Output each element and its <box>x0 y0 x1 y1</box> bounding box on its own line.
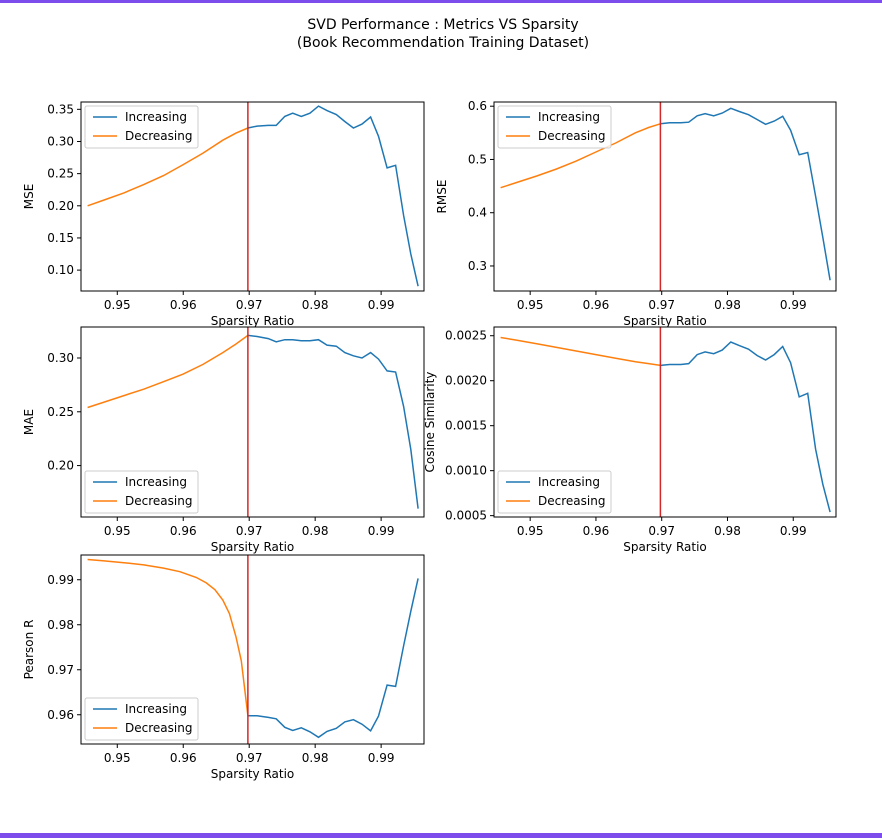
legend: Increasing Decreasing <box>84 470 199 514</box>
legend-label-decreasing: Decreasing <box>538 494 605 508</box>
legend-label-increasing: Increasing <box>125 702 187 716</box>
x-tick-label: 0.96 <box>170 524 197 538</box>
x-tick-label: 0.95 <box>517 524 544 538</box>
x-tick-label: 0.97 <box>648 524 675 538</box>
x-tick-label: 0.95 <box>517 298 544 312</box>
legend: Increasing Decreasing <box>497 105 612 149</box>
y-tick-label: 0.10 <box>47 263 74 277</box>
y-tick-label: 0.30 <box>47 351 74 365</box>
series-line-increasing <box>660 107 831 281</box>
y-tick-label: 0.0005 <box>445 509 487 523</box>
x-tick-label: 0.99 <box>368 298 395 312</box>
subplot-cosine-similarity: 0.95 0.96 0.97 0.98 0.99 0.0005 0.0010 0.0015 0.… <box>423 326 837 554</box>
legend-label-decreasing: Decreasing <box>538 129 605 143</box>
axes-frame <box>80 554 425 745</box>
x-tick-label: 0.99 <box>780 524 807 538</box>
series-line-decreasing <box>87 558 249 716</box>
y-tick-label: 0.0020 <box>445 374 487 388</box>
y-tick-label: 0.3 <box>468 259 487 273</box>
legend-label-increasing: Increasing <box>125 475 187 489</box>
y-tick-label: 0.6 <box>468 99 487 113</box>
series-line-increasing <box>660 341 831 513</box>
x-tick-label: 0.98 <box>714 298 741 312</box>
subplot-rmse: 0.95 0.96 0.97 0.98 0.99 0.3 0.4 0.5 0.6 Sparsity… <box>435 99 837 328</box>
y-axis-label: RMSE <box>435 180 449 214</box>
x-axis-label: Sparsity Ratio <box>211 314 295 328</box>
x-tick-label: 0.98 <box>302 751 329 765</box>
legend: Increasing Decreasing <box>497 470 612 514</box>
x-tick-label: 0.99 <box>368 524 395 538</box>
y-tick-label: 0.99 <box>47 573 74 587</box>
legend: Increasing Decreasing <box>84 697 199 741</box>
y-tick-label: 0.0015 <box>445 419 487 433</box>
legend: Increasing Decreasing <box>84 105 199 149</box>
x-axis-label: Sparsity Ratio <box>623 540 707 554</box>
x-tick-label: 0.97 <box>236 751 263 765</box>
legend-label-decreasing: Decreasing <box>125 129 192 143</box>
y-tick-label: 0.97 <box>47 663 74 677</box>
y-tick-label: 0.4 <box>468 206 487 220</box>
x-tick-label: 0.95 <box>104 751 131 765</box>
window-frame-bottom <box>0 833 882 838</box>
x-tick-label: 0.96 <box>583 524 610 538</box>
x-tick-label: 0.95 <box>104 298 131 312</box>
series-line-increasing <box>247 334 419 509</box>
y-axis-label: MSE <box>22 184 36 210</box>
x-tick-label: 0.98 <box>714 524 741 538</box>
x-tick-label: 0.97 <box>236 298 263 312</box>
y-tick-label: 0.0025 <box>445 329 487 343</box>
series-line-decreasing <box>500 336 661 367</box>
x-tick-label: 0.99 <box>368 751 395 765</box>
legend-label-decreasing: Decreasing <box>125 494 192 508</box>
y-axis-label: MAE <box>22 409 36 435</box>
series-line-decreasing <box>500 123 661 189</box>
y-tick-label: 0.5 <box>468 152 487 166</box>
x-tick-label: 0.98 <box>302 298 329 312</box>
x-axis-label: Sparsity Ratio <box>211 540 295 554</box>
series-line-increasing <box>247 578 419 739</box>
y-tick-label: 0.20 <box>47 459 74 473</box>
x-tick-label: 0.96 <box>170 298 197 312</box>
y-tick-label: 0.0010 <box>445 464 487 478</box>
x-axis-label: Sparsity Ratio <box>211 767 295 781</box>
series-line-increasing <box>247 105 419 287</box>
legend-label-increasing: Increasing <box>538 110 600 124</box>
x-tick-label: 0.99 <box>780 298 807 312</box>
axes-frame <box>493 326 837 518</box>
x-tick-label: 0.98 <box>302 524 329 538</box>
subplot-pearson-r: 0.95 0.96 0.97 0.98 0.99 0.96 0.97 0.98 0.99 Spar… <box>22 554 425 781</box>
y-tick-label: 0.96 <box>47 708 74 722</box>
series-line-decreasing <box>87 127 249 207</box>
y-tick-label: 0.15 <box>47 231 74 245</box>
figure-title-line2: (Book Recommendation Training Dataset) <box>297 35 589 51</box>
subplot-mae: 0.95 0.96 0.97 0.98 0.99 0.20 0.25 0.30 Sparsity… <box>22 326 425 554</box>
x-tick-label: 0.96 <box>170 751 197 765</box>
y-axis-label: Pearson R <box>22 620 36 680</box>
window-frame-top <box>0 0 882 3</box>
x-axis-label: Sparsity Ratio <box>623 314 707 328</box>
axes-frame <box>493 101 837 292</box>
series-line-decreasing <box>87 334 249 409</box>
y-tick-label: 0.35 <box>47 102 74 116</box>
y-tick-label: 0.25 <box>47 167 74 181</box>
y-tick-label: 0.98 <box>47 618 74 632</box>
legend-label-decreasing: Decreasing <box>125 721 192 735</box>
y-tick-label: 0.25 <box>47 405 74 419</box>
y-tick-label: 0.30 <box>47 134 74 148</box>
legend-label-increasing: Increasing <box>125 110 187 124</box>
y-axis-label: Cosine Similarity <box>423 372 437 473</box>
subplot-mse: 0.95 0.96 0.97 0.98 0.99 0.10 0.15 0.20 0.25 0.30… <box>22 101 425 328</box>
x-tick-label: 0.96 <box>583 298 610 312</box>
axes-frame <box>80 326 425 518</box>
x-tick-label: 0.97 <box>236 524 263 538</box>
y-tick-label: 0.20 <box>47 199 74 213</box>
axes-frame <box>80 101 425 292</box>
x-tick-label: 0.95 <box>104 524 131 538</box>
figure-title-line1: SVD Performance : Metrics VS Sparsity <box>307 17 578 33</box>
x-tick-label: 0.97 <box>648 298 675 312</box>
legend-label-increasing: Increasing <box>538 475 600 489</box>
